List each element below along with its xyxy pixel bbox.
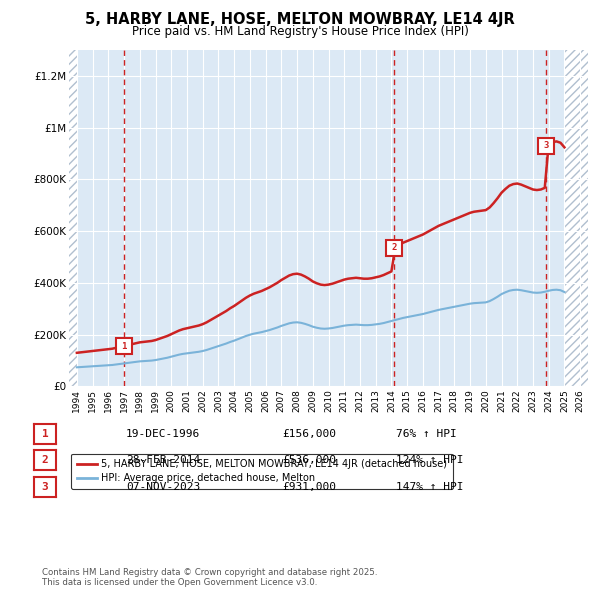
Text: £536,000: £536,000 xyxy=(282,455,336,465)
Text: 28-FEB-2014: 28-FEB-2014 xyxy=(126,455,200,465)
Text: 2: 2 xyxy=(391,243,397,253)
Bar xyxy=(565,50,588,386)
Bar xyxy=(69,50,77,386)
Legend: 5, HARBY LANE, HOSE, MELTON MOWBRAY, LE14 4JR (detached house), HPI: Average pri: 5, HARBY LANE, HOSE, MELTON MOWBRAY, LE1… xyxy=(71,454,453,489)
Text: 76% ↑ HPI: 76% ↑ HPI xyxy=(396,429,457,438)
Bar xyxy=(565,50,588,386)
Text: £931,000: £931,000 xyxy=(282,482,336,491)
Text: 1: 1 xyxy=(121,342,126,350)
Text: 07-NOV-2023: 07-NOV-2023 xyxy=(126,482,200,491)
Text: 147% ↑ HPI: 147% ↑ HPI xyxy=(396,482,464,491)
Text: 2: 2 xyxy=(41,455,49,465)
Text: Contains HM Land Registry data © Crown copyright and database right 2025.
This d: Contains HM Land Registry data © Crown c… xyxy=(42,568,377,587)
Text: 19-DEC-1996: 19-DEC-1996 xyxy=(126,429,200,438)
Text: Price paid vs. HM Land Registry's House Price Index (HPI): Price paid vs. HM Land Registry's House … xyxy=(131,25,469,38)
Text: 1: 1 xyxy=(41,429,49,438)
Text: 3: 3 xyxy=(544,141,549,150)
Text: 3: 3 xyxy=(41,482,49,491)
Text: 124% ↑ HPI: 124% ↑ HPI xyxy=(396,455,464,465)
Bar xyxy=(69,50,77,386)
Text: 5, HARBY LANE, HOSE, MELTON MOWBRAY, LE14 4JR: 5, HARBY LANE, HOSE, MELTON MOWBRAY, LE1… xyxy=(85,12,515,27)
Text: £156,000: £156,000 xyxy=(282,429,336,438)
